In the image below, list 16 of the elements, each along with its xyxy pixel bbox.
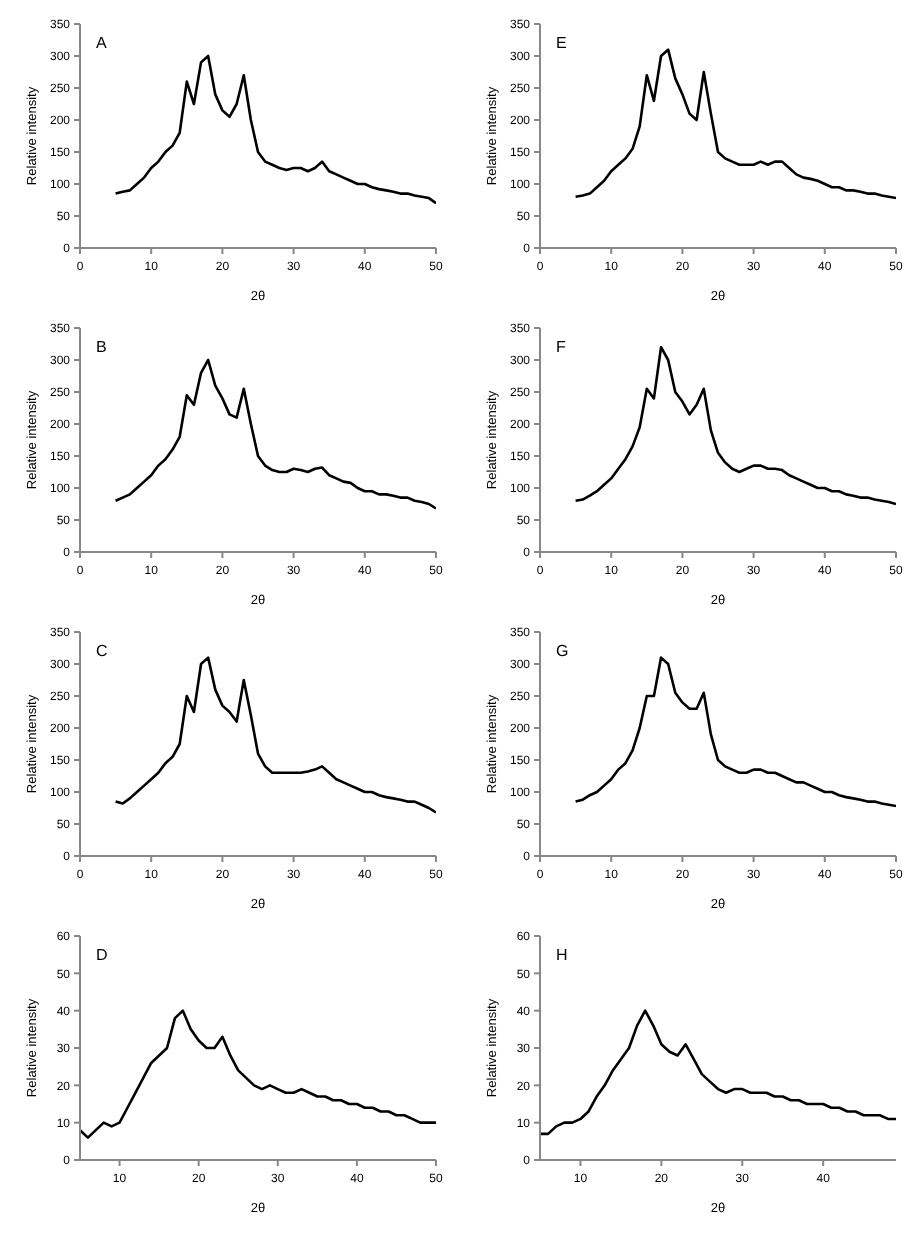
line-series [114, 358, 436, 510]
text: E [556, 34, 567, 52]
text: H [556, 946, 568, 964]
line-series [80, 1009, 436, 1139]
text: B [96, 338, 107, 356]
line-series [574, 48, 896, 200]
line-series [540, 1009, 896, 1136]
text: F [556, 338, 566, 356]
text: A [96, 34, 108, 52]
line-series [574, 656, 896, 808]
text: C [96, 642, 108, 660]
text: D [96, 946, 108, 964]
line-series [574, 345, 896, 506]
line-series [114, 54, 436, 205]
line-series [114, 656, 436, 814]
text: G [556, 642, 569, 660]
